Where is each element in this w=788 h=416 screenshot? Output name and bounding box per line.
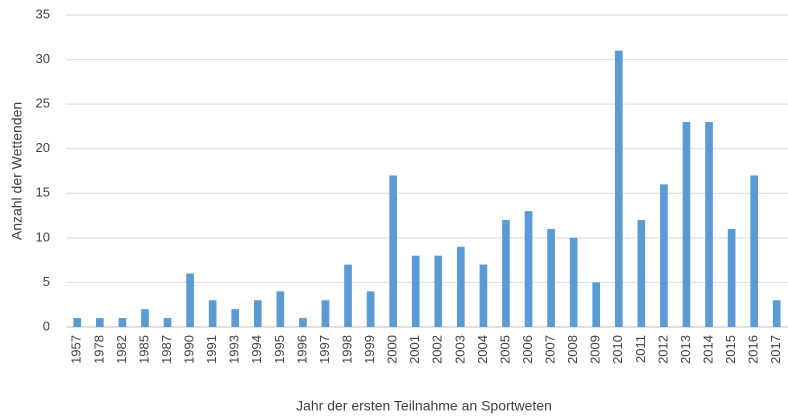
- y-axis-title: Anzahl der Wettenden: [9, 102, 25, 240]
- x-tick-label: 2004: [475, 335, 490, 364]
- bar: [366, 291, 375, 327]
- bar: [208, 300, 217, 327]
- x-tick-label: 1982: [114, 335, 129, 364]
- bar: [411, 255, 420, 327]
- bar: [772, 300, 781, 327]
- bar: [660, 184, 668, 327]
- bar: [141, 309, 149, 327]
- x-tick-label: 2001: [407, 335, 422, 364]
- bar: [502, 220, 510, 327]
- bar: [637, 220, 646, 327]
- bar: [614, 50, 623, 328]
- bar: [276, 291, 285, 327]
- x-axis-title: Jahr der ersten Teilnahme an Sportweten: [296, 398, 552, 414]
- bar: [457, 246, 465, 327]
- x-tick-label: 2005: [497, 335, 512, 364]
- x-tick-label: 2011: [633, 335, 648, 363]
- y-tick-label: 5: [43, 274, 50, 289]
- x-tick-label: 1997: [317, 335, 332, 364]
- bar: [163, 318, 172, 327]
- y-tick-label: 15: [36, 185, 50, 200]
- x-tick-label: 1998: [339, 335, 354, 364]
- bar: [344, 264, 352, 327]
- y-tick-label: 0: [43, 318, 50, 333]
- x-tick-label: 2016: [746, 335, 761, 364]
- x-tick-label: 1957: [69, 335, 84, 364]
- x-tick-label: 2015: [723, 335, 738, 364]
- x-tick-label: 2006: [520, 335, 535, 364]
- x-tick-label: 1990: [182, 335, 197, 364]
- bar: [569, 237, 578, 327]
- x-tick-label: 2002: [430, 335, 445, 364]
- bar: [479, 264, 488, 327]
- x-tick-label: 2013: [678, 335, 693, 364]
- x-tick-label: 2000: [385, 335, 400, 364]
- bar: [705, 121, 713, 327]
- bar: [434, 255, 443, 327]
- bar: [547, 228, 555, 327]
- y-tick-label: 30: [36, 51, 50, 66]
- x-tick-label: 2012: [655, 335, 670, 364]
- bar: [96, 318, 104, 327]
- y-tick-label: 25: [36, 96, 50, 111]
- bar: [750, 175, 758, 327]
- x-tick-label: 1987: [159, 335, 174, 364]
- bar: [73, 318, 82, 327]
- bar: [592, 282, 601, 327]
- x-tick-label: 2010: [610, 335, 625, 364]
- x-tick-label: 2017: [768, 335, 783, 364]
- x-tick-label: 1991: [204, 335, 219, 364]
- x-tick-label: 1994: [249, 335, 264, 364]
- x-tick-label: 2007: [543, 335, 558, 364]
- bar: [727, 228, 736, 327]
- x-tick-label: 1995: [272, 335, 287, 364]
- bar: [682, 121, 691, 327]
- y-tick-label: 35: [36, 6, 50, 21]
- x-tick-label: 2003: [452, 335, 467, 364]
- x-tick-label: 1993: [227, 335, 242, 364]
- bar: [231, 309, 240, 327]
- x-tick-label: 2014: [700, 335, 715, 364]
- x-tick-label: 1978: [91, 335, 106, 364]
- bar: [389, 175, 397, 327]
- y-tick-label: 20: [36, 140, 50, 155]
- bar: [118, 318, 127, 327]
- bar: [186, 273, 194, 327]
- bar: [299, 318, 307, 327]
- x-tick-label: 1985: [136, 335, 151, 364]
- bar: [253, 300, 262, 327]
- y-tick-label: 10: [36, 229, 50, 244]
- x-tick-label: 1999: [362, 335, 377, 364]
- bar: [524, 211, 533, 327]
- x-tick-label: 2009: [588, 335, 603, 364]
- bar: [321, 300, 330, 327]
- x-tick-label: 1996: [294, 335, 309, 364]
- x-tick-label: 2008: [565, 335, 580, 364]
